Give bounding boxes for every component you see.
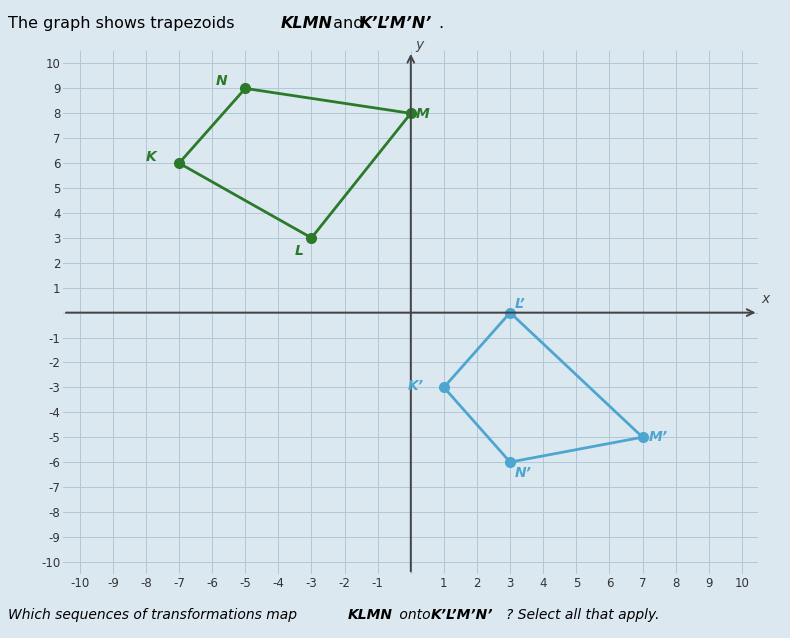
Text: K’L’M’N’: K’L’M’N’ [359,16,432,31]
Text: K’: K’ [408,379,423,393]
Text: The graph shows trapezoids: The graph shows trapezoids [8,16,239,31]
Text: onto: onto [395,608,435,622]
Text: y: y [416,38,424,52]
Text: ? Select all that apply.: ? Select all that apply. [506,608,659,622]
Text: and: and [328,16,368,31]
Text: K’L’M’N’: K’L’M’N’ [431,608,493,622]
Text: M: M [416,107,430,121]
Text: KLMN: KLMN [348,608,393,622]
Text: K: K [146,150,156,164]
Text: Which sequences of transformations map: Which sequences of transformations map [8,608,301,622]
Text: KLMN: KLMN [280,16,333,31]
Text: N’: N’ [515,466,532,480]
Text: M’: M’ [649,430,668,444]
Text: L’: L’ [515,297,525,311]
Text: N: N [216,73,227,87]
Text: x: x [762,292,770,306]
Text: .: . [438,16,443,31]
Text: L: L [295,244,304,258]
